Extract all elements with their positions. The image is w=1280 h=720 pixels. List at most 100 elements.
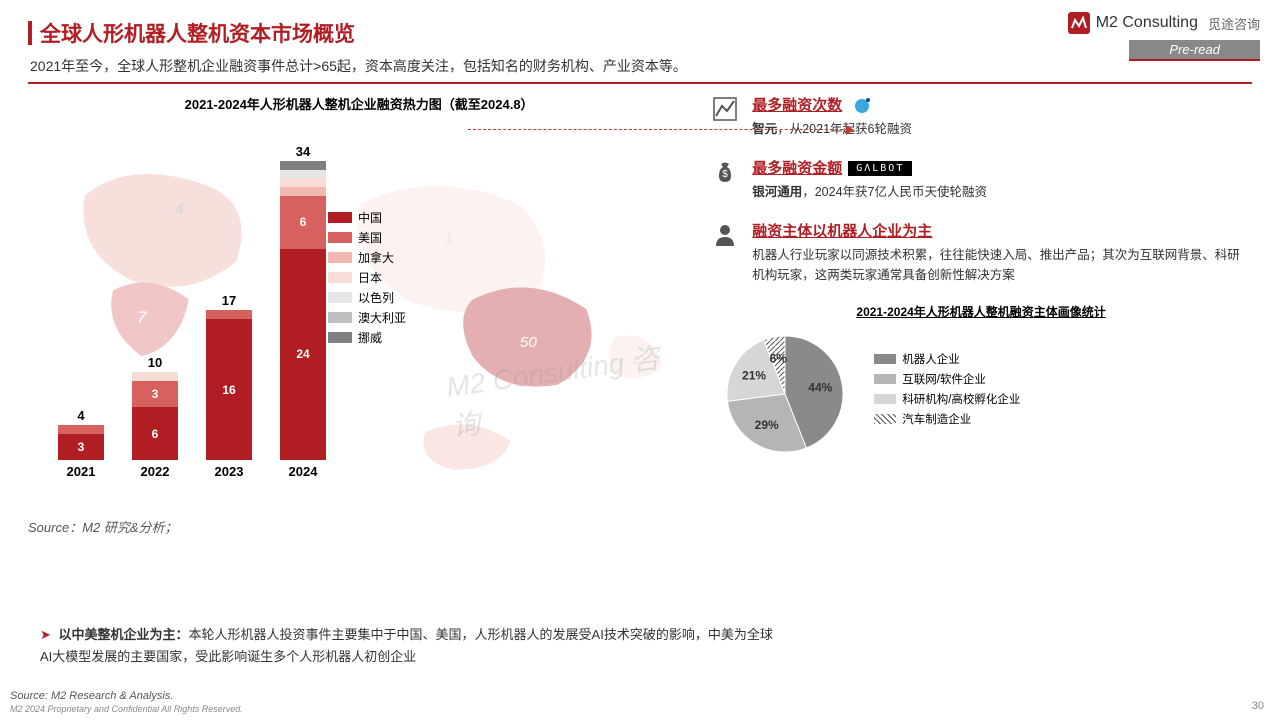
bar-seg: 16: [206, 319, 252, 460]
legend-label: 加拿大: [358, 249, 394, 266]
legend-row: 加拿大: [328, 249, 406, 266]
preread-badge: Pre-read: [1129, 40, 1260, 61]
pie-legend-swatch: [874, 354, 896, 364]
bar-seg: [132, 372, 178, 381]
bullet-icon: ➤: [40, 627, 51, 642]
pie-legend-row: 机器人企业: [874, 351, 1020, 367]
line-chart-icon: [710, 94, 740, 139]
callout-arrow: [846, 125, 854, 135]
bar-stack: 3: [58, 425, 104, 460]
bar-seg: [206, 310, 252, 319]
pie-legend-swatch: [874, 414, 896, 424]
zhiyuan-logo-icon: [848, 96, 872, 116]
title-bar: [28, 21, 32, 45]
page-title: 全球人形机器人整机资本市场概览: [40, 18, 355, 48]
legend-swatch: [328, 332, 352, 343]
content: 2021-2024年人形机器人整机企业融资热力图（截至2024.8） 4 7 1…: [28, 94, 1252, 564]
bar-seg: [280, 178, 326, 187]
svg-text:50: 50: [520, 334, 537, 351]
bar-seg: 6: [280, 196, 326, 249]
bar-chart: 4320211063202217162023342462024: [58, 169, 326, 479]
bar-total: 10: [148, 355, 162, 370]
logo-cn: 觅途咨询: [1208, 14, 1260, 33]
legend-swatch: [328, 232, 352, 243]
pie-legend-swatch: [874, 374, 896, 384]
bar-seg: [280, 187, 326, 196]
bar-group: 432021: [58, 408, 104, 479]
logo-text: M2 Consulting: [1096, 14, 1198, 32]
bar-group: 34 246 2024: [280, 144, 326, 479]
legend-row: 以色列: [328, 289, 406, 306]
map-chart: 4 7 1 50 2 1 432021106320221716202334246…: [28, 119, 690, 499]
legend-label: 挪威: [358, 329, 382, 346]
footer-source: Source: M2 Research & Analysis.: [10, 690, 1270, 702]
right-item-title: 最多融资次数: [752, 94, 842, 115]
pie-legend-label: 科研机构/高校孵化企业: [902, 391, 1020, 407]
slide: M2 Consulting 觅途咨询 Pre-read 全球人形机器人整机资本市…: [0, 0, 1280, 720]
legend-row: 日本: [328, 269, 406, 286]
bar-total: 17: [222, 293, 236, 308]
legend-swatch: [328, 252, 352, 263]
right-item-desc: 银河通用，2024年获7亿人民币天使轮融资: [752, 182, 987, 202]
pie-legend-label: 汽车制造企业: [902, 411, 971, 427]
footer-copyright: M2 2024 Proprietary and Confidential All…: [10, 704, 1270, 714]
right-item-title: 最多融资金额: [752, 157, 842, 178]
pie-legend-swatch: [874, 394, 896, 404]
right-item-body: 融资主体以机器人企业为主机器人行业玩家以同源技术积累，往往能快速入局、推出产品；…: [752, 220, 1252, 285]
bar-seg: 6: [132, 407, 178, 460]
footer: Source: M2 Research & Analysis. M2 2024 …: [10, 690, 1270, 714]
pie-slice-label: 6%: [770, 352, 788, 366]
pie-legend-label: 机器人企业: [902, 351, 960, 367]
pie-legend-row: 汽车制造企业: [874, 411, 1020, 427]
legend-row: 美国: [328, 229, 406, 246]
bar-stack: 63: [132, 372, 178, 460]
legend-swatch: [328, 212, 352, 223]
pie-slice-label: 29%: [755, 418, 779, 432]
pie-legend-row: 科研机构/高校孵化企业: [874, 391, 1020, 407]
note-bold: 以中美整机企业为主：: [59, 627, 189, 642]
bar-x-label: 2022: [141, 464, 170, 479]
legend-swatch: [328, 272, 352, 283]
bar-total: 34: [296, 144, 310, 159]
right-item: 融资主体以机器人企业为主机器人行业玩家以同源技术积累，往往能快速入局、推出产品；…: [710, 220, 1252, 285]
bar-seg: 24: [280, 249, 326, 460]
svg-text:1: 1: [444, 228, 453, 247]
bar-group: 10 63 2022: [132, 355, 178, 479]
bar-seg: 3: [58, 434, 104, 460]
right-item-body: 最多融资次数智元，从2021年起获6轮融资: [752, 94, 912, 139]
bar-seg: [280, 170, 326, 179]
bar-x-label: 2023: [215, 464, 244, 479]
page-number: 30: [1252, 700, 1264, 712]
title-hr: [28, 82, 1252, 84]
pie-chart: 44%29%21%6%: [710, 326, 860, 456]
legend-row: 中国: [328, 209, 406, 226]
person-icon: [710, 220, 740, 285]
bottom-note: ➤ 以中美整机企业为主：本轮人形机器人投资事件主要集中于中国、美国，人形机器人的…: [40, 624, 780, 668]
legend-label: 澳大利亚: [358, 309, 406, 326]
legend-label: 以色列: [358, 289, 394, 306]
logo-area: M2 Consulting 觅途咨询 Pre-read: [1068, 12, 1260, 61]
money-bag-icon: $: [710, 157, 740, 202]
bar-total: 4: [77, 408, 84, 423]
svg-text:1: 1: [632, 352, 639, 367]
right-panel: 最多融资次数智元，从2021年起获6轮融资 $ 最多融资金额GΛLBOT银河通用，2…: [690, 94, 1252, 564]
callout-line: [468, 129, 848, 130]
pie-legend: 机器人企业互联网/软件企业科研机构/高校孵化企业汽车制造企业: [874, 351, 1020, 431]
source-left: Source：M2 研究&分析；: [28, 517, 690, 536]
pie-area: 2021-2024年人形机器人整机融资主体画像统计 44%29%21%6% 机器…: [710, 303, 1252, 456]
left-panel: 2021-2024年人形机器人整机企业融资热力图（截至2024.8） 4 7 1…: [28, 94, 690, 564]
right-item-body: 最多融资金额GΛLBOT银河通用，2024年获7亿人民币天使轮融资: [752, 157, 987, 202]
pie-legend-row: 互联网/软件企业: [874, 371, 1020, 387]
bar-group: 17 16 2023: [206, 293, 252, 479]
right-item-title: 融资主体以机器人企业为主: [752, 220, 932, 241]
bar-stack: 246: [280, 161, 326, 460]
pie-legend-label: 互联网/软件企业: [902, 371, 986, 387]
logo: M2 Consulting 觅途咨询: [1068, 12, 1260, 34]
pie-slice-label: 44%: [809, 380, 833, 394]
bar-legend: 中国美国加拿大日本以色列澳大利亚挪威: [328, 209, 406, 349]
legend-label: 日本: [358, 269, 382, 286]
bar-chart-title: 2021-2024年人形机器人整机企业融资热力图（截至2024.8）: [28, 94, 690, 113]
legend-row: 澳大利亚: [328, 309, 406, 326]
right-item-desc: 机器人行业玩家以同源技术积累，往往能快速入局、推出产品；其次为互联网背景、科研机…: [752, 245, 1252, 285]
bar-x-label: 2024: [289, 464, 318, 479]
